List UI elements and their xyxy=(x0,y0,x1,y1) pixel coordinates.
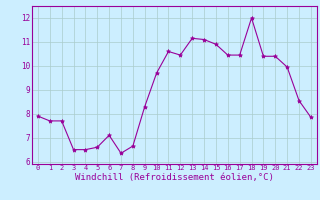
X-axis label: Windchill (Refroidissement éolien,°C): Windchill (Refroidissement éolien,°C) xyxy=(75,173,274,182)
